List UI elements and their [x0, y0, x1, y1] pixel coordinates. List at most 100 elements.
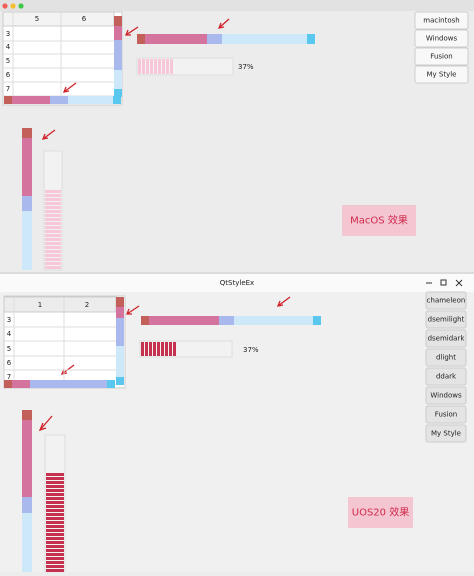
progress-chunk — [45, 210, 61, 213]
progress-chunk — [45, 218, 61, 221]
progress-chunk — [45, 230, 61, 233]
progress-chunk — [46, 485, 64, 488]
table-vscroll-handle[interactable] — [116, 307, 124, 318]
progress-chunk — [46, 561, 64, 564]
button-label: dsemilight — [428, 316, 465, 324]
table-hscroll-handle[interactable] — [12, 380, 30, 388]
window-title: QtStyleEx — [220, 279, 254, 287]
progress-chunk — [157, 342, 160, 356]
column-header: 2 — [85, 301, 89, 309]
scrollbar[interactable] — [137, 34, 315, 44]
progress-chunk — [46, 521, 64, 524]
vertical-scrollbar-handle[interactable] — [22, 138, 32, 196]
progress-chunk — [46, 557, 64, 560]
progress-chunk — [46, 477, 64, 480]
progress-chunk — [150, 59, 153, 74]
column-header: 6 — [82, 15, 87, 23]
progress-chunk — [45, 266, 61, 269]
progress-chunk — [46, 481, 64, 484]
progress-chunk — [45, 198, 61, 201]
table-vscroll-page — [116, 318, 124, 346]
progress-chunk — [145, 342, 148, 356]
caption: MacOS 效果 — [350, 214, 408, 227]
style-button[interactable] — [425, 367, 467, 386]
scrollbar-end — [137, 34, 145, 44]
progress-chunk — [45, 226, 61, 229]
row-header: 7 — [6, 85, 10, 93]
progress-chunk — [45, 202, 61, 205]
style-button[interactable] — [414, 47, 469, 66]
table-hscroll-end — [113, 96, 121, 104]
progress-chunk — [173, 342, 176, 356]
progress-chunk — [45, 254, 61, 257]
progress-chunk — [45, 242, 61, 245]
scrollbar-handle[interactable] — [149, 316, 219, 325]
progress-chunk — [46, 541, 64, 544]
progress-chunk — [162, 59, 165, 74]
progress-chunk — [46, 553, 64, 556]
column-header: 1 — [38, 301, 42, 309]
style-button[interactable] — [425, 424, 467, 443]
style-button[interactable] — [414, 11, 469, 30]
table-hscroll-handle[interactable] — [12, 96, 50, 104]
progress-chunk — [170, 59, 173, 74]
row-header: 5 — [6, 57, 10, 65]
progress-chunk — [46, 537, 64, 540]
progress-chunk — [165, 342, 168, 356]
close[interactable] — [455, 279, 463, 287]
style-button[interactable] — [425, 291, 467, 310]
button-label: chameleon — [427, 297, 466, 305]
button-label: My Style — [431, 430, 461, 438]
progress-chunk — [46, 569, 64, 572]
scrollbar-handle[interactable] — [145, 34, 207, 44]
table — [2, 11, 123, 106]
progress-chunk — [169, 342, 172, 356]
button-label: Fusion — [435, 411, 457, 419]
progress-chunk — [46, 525, 64, 528]
scrollbar-end — [307, 34, 315, 44]
progress-chunk — [146, 59, 149, 74]
mac-titlebar — [0, 0, 474, 11]
row-header: 4 — [7, 330, 12, 338]
progress-chunk — [45, 214, 61, 217]
table-header — [2, 11, 115, 27]
style-button[interactable] — [425, 348, 467, 367]
progress-chunk — [138, 59, 141, 74]
progress-chunk — [45, 262, 61, 265]
caption: UOS20 效果 — [352, 506, 409, 519]
table-vscroll-end — [114, 89, 122, 97]
row-header: 5 — [7, 345, 11, 353]
style-button[interactable] — [414, 65, 469, 84]
maximize[interactable] — [440, 279, 447, 286]
table-vscroll-handle[interactable] — [114, 26, 122, 40]
table-hscroll-end — [4, 96, 12, 104]
style-button[interactable] — [425, 405, 467, 424]
progress-label: 37% — [238, 63, 254, 71]
close[interactable] — [2, 3, 8, 9]
table-vscroll-end — [116, 377, 124, 385]
style-button[interactable] — [425, 386, 467, 405]
progress-chunk — [45, 206, 61, 209]
table-header — [3, 296, 117, 313]
minimize[interactable] — [10, 3, 16, 9]
zoom[interactable] — [18, 3, 24, 9]
button-label: dsemidark — [428, 335, 466, 343]
style-button[interactable] — [414, 29, 469, 48]
scrollbar-page — [219, 316, 234, 325]
progress-chunk — [153, 342, 156, 356]
progress-chunk — [45, 250, 61, 253]
vertical-scrollbar-page — [22, 196, 32, 211]
progress-chunk — [46, 549, 64, 552]
caption-box — [342, 205, 416, 236]
progress-chunk — [46, 529, 64, 532]
progress-chunk — [46, 533, 64, 536]
progress-chunk — [46, 497, 64, 500]
button-label: dlight — [436, 354, 456, 362]
row-header: 7 — [7, 373, 11, 381]
style-button[interactable] — [425, 310, 467, 329]
table-hscroll-end — [107, 380, 115, 388]
progress-chunk — [46, 493, 64, 496]
vertical-scrollbar-handle[interactable] — [22, 420, 32, 497]
style-button[interactable] — [425, 329, 467, 348]
